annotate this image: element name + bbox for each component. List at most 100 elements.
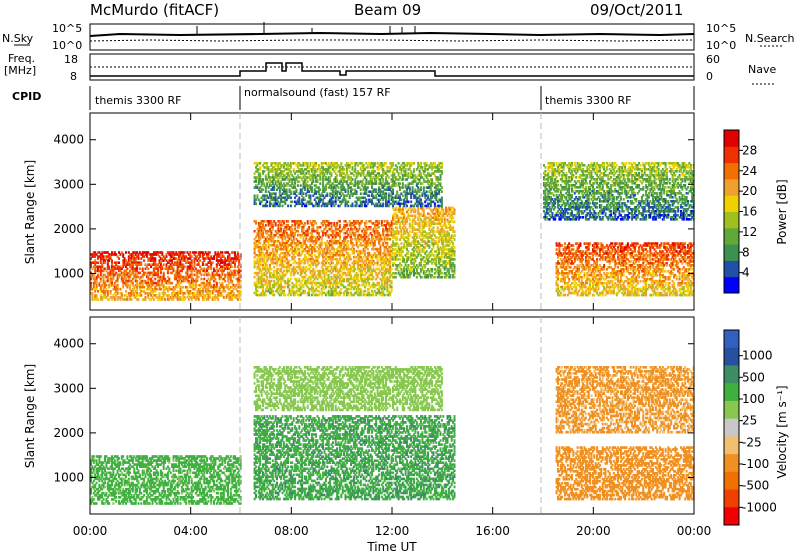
power-cell — [264, 261, 267, 265]
power-cell — [404, 220, 407, 224]
power-cell — [162, 294, 165, 297]
power-cell — [159, 267, 162, 271]
power-cell — [376, 249, 379, 253]
power-cell — [228, 296, 231, 299]
power-cell — [338, 257, 341, 261]
power-cell — [322, 269, 325, 273]
power-cell — [289, 263, 292, 267]
power-cell — [345, 251, 348, 255]
power-cell — [281, 265, 284, 269]
power-cell — [573, 260, 576, 263]
power-cell — [310, 229, 313, 233]
power-cell — [186, 290, 189, 293]
power-cell — [355, 255, 358, 259]
power-cell — [264, 279, 267, 283]
power-cell — [443, 246, 446, 249]
power-cell — [348, 273, 351, 277]
power-cell — [102, 283, 105, 287]
power-cell — [428, 272, 431, 275]
power-cell — [343, 267, 346, 271]
power-cell — [558, 244, 561, 247]
power-cell — [417, 246, 420, 249]
power-cell — [406, 228, 408, 231]
power-cell — [336, 224, 339, 227]
power-cell — [225, 267, 228, 271]
power-cell — [138, 263, 141, 266]
power-cell — [122, 285, 125, 289]
power-cell — [166, 261, 169, 264]
power-cell — [298, 224, 301, 227]
power-cell — [366, 237, 369, 241]
power-cell — [572, 268, 575, 271]
power-cell — [101, 296, 104, 299]
nsky-tick-high: 10^5 — [52, 22, 82, 35]
power-cell — [296, 233, 299, 237]
power-cell — [173, 277, 176, 281]
power-cell — [337, 275, 340, 279]
power-cell — [333, 257, 336, 261]
power-cell — [440, 240, 443, 243]
power-cell — [122, 255, 125, 258]
power-cell — [203, 298, 206, 301]
power-cell — [116, 290, 119, 293]
power-cell — [136, 285, 139, 289]
power-cell — [558, 293, 561, 297]
power-cell — [359, 237, 362, 241]
power-cell — [336, 273, 339, 277]
power-cell — [442, 210, 445, 214]
power-cell — [322, 257, 325, 261]
power-cell — [338, 251, 341, 255]
power-cell — [200, 281, 203, 285]
power-cell — [421, 238, 424, 241]
power-cell — [397, 220, 400, 224]
power-cell — [119, 265, 122, 269]
power-cell — [145, 281, 148, 285]
power-cell — [366, 239, 369, 243]
power-cell — [572, 277, 575, 281]
power-cell — [436, 236, 439, 239]
power-cell — [366, 293, 369, 297]
power-cell — [424, 242, 427, 245]
power-cell — [281, 231, 284, 235]
power-cell — [597, 273, 600, 277]
power-cell — [285, 261, 288, 265]
power-cell — [365, 271, 368, 275]
power-cell — [122, 265, 125, 269]
power-cell — [137, 298, 140, 301]
power-cell — [182, 279, 185, 283]
power-cell — [204, 269, 207, 273]
power-cell — [155, 287, 158, 291]
power-cell — [285, 281, 288, 285]
power-cell — [278, 277, 281, 281]
power-cell — [324, 281, 327, 285]
power-cell — [376, 261, 379, 265]
power-cell — [315, 222, 318, 225]
power-cell — [334, 229, 337, 233]
power-cell — [344, 226, 347, 229]
power-cell — [348, 253, 351, 257]
power-cell — [614, 248, 617, 251]
power-cell — [611, 291, 614, 295]
power-cell — [407, 273, 410, 277]
power-cell — [390, 233, 393, 237]
power-cell — [394, 236, 397, 239]
power-cell — [260, 233, 263, 237]
power-cell — [235, 269, 238, 273]
power-cell — [112, 253, 115, 256]
power-cell — [330, 226, 333, 229]
power-cell — [598, 293, 601, 297]
power-cell — [274, 249, 277, 253]
power-cell — [605, 272, 608, 275]
power-cell — [224, 285, 227, 289]
power-cell — [178, 283, 181, 287]
power-cell — [302, 243, 305, 247]
power-cell — [352, 251, 355, 255]
power-cell — [259, 293, 262, 297]
power-cell — [417, 266, 420, 269]
power-cell — [591, 285, 594, 289]
power-cell — [186, 292, 189, 295]
power-cell — [189, 265, 192, 269]
power-cell — [447, 248, 450, 251]
power-cell — [355, 287, 358, 291]
power-cell — [611, 242, 614, 245]
